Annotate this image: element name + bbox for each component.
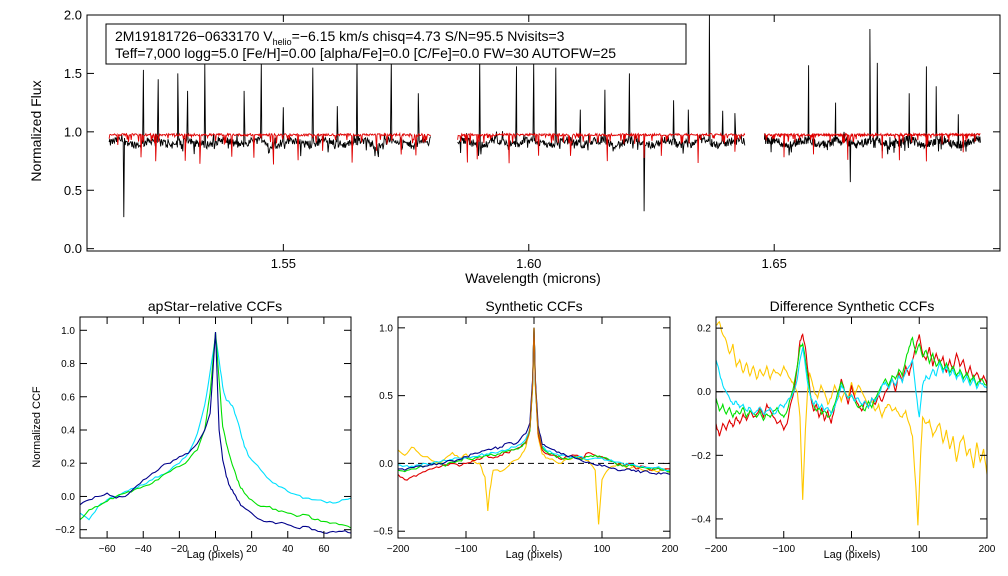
x-tick-label: −200: [387, 544, 410, 555]
y-tick-label: 0.5: [379, 391, 393, 402]
y-tick-label: −0.2: [691, 451, 711, 462]
apstar-ccf-panel: apStar−relative CCFs −60 −40 −20 0 20 40 60 −0.…: [31, 298, 352, 561]
x-tick-label: −200: [705, 544, 728, 555]
y-tick-label: 0.5: [64, 183, 82, 198]
y-tick-label: 2.0: [64, 8, 82, 23]
synthetic-ccf-panel: Synthetic CCFs −200 −100 0 100 200 −0.5 0.0 0.5…: [373, 298, 679, 561]
spectrum-line-observed: [763, 28, 981, 183]
y-tick-label: 0.6: [61, 392, 75, 403]
spectrum-y-label: Normalized Flux: [28, 80, 44, 181]
apstar-ccf-x-label: Lag (pixels): [187, 549, 244, 561]
y-tick-label: 0.2: [697, 324, 711, 335]
x-tick-label: 0: [531, 544, 537, 555]
spectrum-line-model: [763, 131, 981, 162]
difference-ccf-title: Difference Synthetic CCFs: [770, 298, 935, 314]
y-tick-label: 1.0: [64, 124, 82, 139]
info-line-2: Teff=7,000 logg=5.0 [Fe/H]=0.00 [alpha/F…: [115, 45, 616, 61]
synthetic-ccf-x-label: Lag (pixels): [506, 549, 563, 561]
x-tick-label: 1.65: [762, 256, 787, 271]
spectrum-ticks: 1.55 1.60 1.65 0.0 0.5 1.0 1.5 2.0: [64, 8, 1000, 271]
x-tick-label: 60: [318, 544, 330, 555]
ccf-line-diff-2: [716, 332, 987, 437]
x-tick-label: 200: [662, 544, 679, 555]
synthetic-ccf-title: Synthetic CCFs: [485, 298, 582, 314]
y-tick-label: −0.5: [373, 527, 393, 538]
apstar-ccf-title: apStar−relative CCFs: [148, 298, 282, 314]
spectrum-panel: 1.55 1.60 1.65 0.0 0.5 1.0 1.5 2.0 2M19181726−0…: [28, 8, 1001, 286]
ccf-line-visit-2: [80, 331, 351, 529]
y-tick-label: 0.0: [379, 459, 393, 470]
synthetic-ccf-series-group: [398, 327, 670, 525]
apstar-ccf-y-label: Normalized CCF: [31, 386, 43, 468]
ccf-line-visit-1: [80, 336, 351, 521]
ccf-line-diff-4: [716, 347, 987, 418]
x-tick-label: 40: [282, 544, 294, 555]
y-tick-label: 0.2: [61, 459, 75, 470]
y-tick-label: 1.0: [379, 323, 393, 334]
y-tick-label: −0.4: [691, 514, 711, 525]
y-tick-label: 0.0: [697, 387, 711, 398]
spectrum-x-label: Wavelength (microns): [465, 270, 601, 286]
apstar-ccf-ticks: −60 −40 −20 0 20 40 60 −0.2 0.0 0.2 0.4 0.6 0.8 1.0: [55, 317, 351, 555]
spectrum-line-observed: [457, 15, 746, 212]
y-tick-label: 0.0: [61, 492, 75, 503]
ccf-line-diff-1: [716, 320, 987, 526]
apstar-ccf-series-group: [80, 331, 351, 534]
spectrum-line-model: [108, 131, 431, 165]
synthetic-ccf-ticks: −200 −100 0 100 200 −0.5 0.0 0.5 1.0: [373, 317, 679, 555]
info-line-1: 2M19181726−0633170 Vhelio=−6.15 km/s chi…: [115, 28, 565, 47]
ccf-line-visit-3: [80, 331, 351, 534]
y-tick-label: 1.5: [64, 66, 82, 81]
x-tick-label: −60: [99, 544, 116, 555]
spectrum-info-box: 2M19181726−0633170 Vhelio=−6.15 km/s chi…: [105, 23, 687, 65]
info-box-frame: [105, 23, 687, 65]
spectrum-frame: [86, 14, 1001, 252]
y-tick-label: 0.8: [61, 359, 75, 370]
x-tick-label: −100: [455, 544, 478, 555]
x-tick-label: 0: [213, 544, 219, 555]
x-tick-label: 20: [246, 544, 258, 555]
y-tick-label: −0.2: [55, 525, 75, 536]
x-tick-label: 0: [849, 544, 855, 555]
x-tick-label: 100: [911, 544, 928, 555]
x-tick-label: 1.60: [516, 256, 541, 271]
x-tick-label: 100: [594, 544, 611, 555]
x-tick-label: 200: [979, 544, 996, 555]
y-tick-label: 0.4: [61, 425, 75, 436]
spectrum-series-group: [108, 15, 981, 218]
y-tick-label: 0.0: [64, 241, 82, 256]
x-tick-label: −40: [135, 544, 152, 555]
x-tick-label: −20: [171, 544, 188, 555]
spectrum-line-model: [457, 132, 746, 164]
ccf-line-template-6: [525, 327, 543, 448]
x-tick-label: 1.55: [271, 256, 296, 271]
difference-ccf-ticks: −200 −100 0 100 200 −0.4 −0.2 0.0 0.2: [691, 317, 996, 555]
difference-ccf-series-group: [716, 320, 987, 526]
x-tick-label: −100: [772, 544, 795, 555]
y-tick-label: 1.0: [61, 326, 75, 337]
difference-ccf-panel: Difference Synthetic CCFs −200 −100 0 100 20…: [691, 298, 996, 561]
difference-ccf-x-label: Lag (pixels): [824, 549, 881, 561]
